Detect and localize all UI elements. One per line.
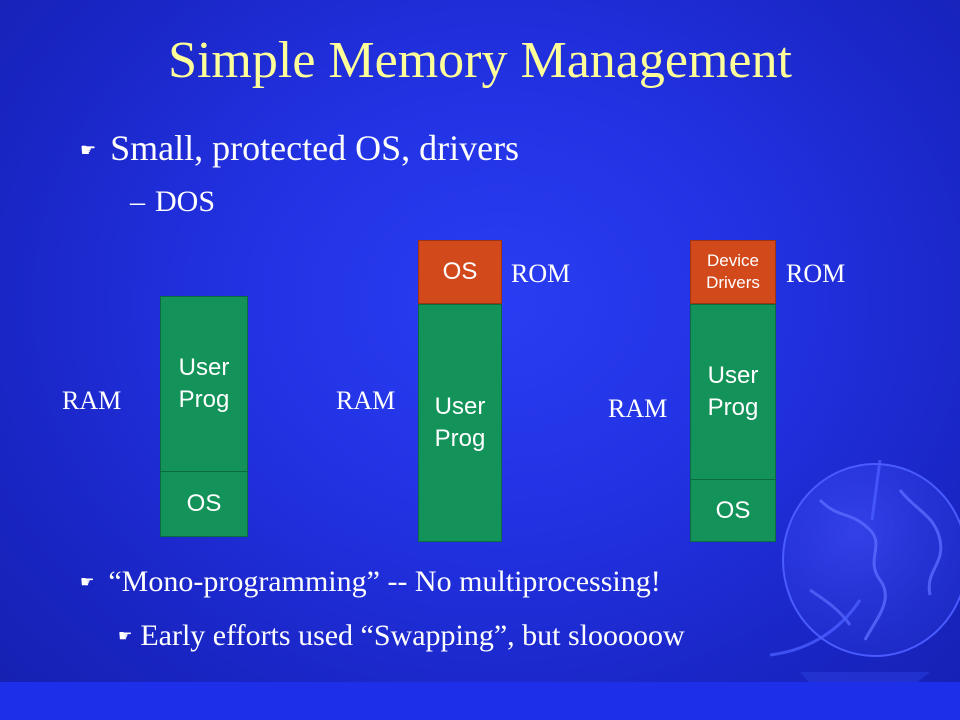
dash-icon: – xyxy=(130,185,145,218)
diagram-3-rom-label: ROM xyxy=(786,259,846,288)
diagram-2-rom-label: ROM xyxy=(511,259,571,288)
diagram-2-user-prog-block: User Prog xyxy=(418,304,502,542)
bullet-2-text: “Mono-programming” -- No multiprocessing… xyxy=(108,565,661,598)
bullet-1-text: Small, protected OS, drivers xyxy=(110,128,520,168)
diagram-2-os-rom-block: OS xyxy=(418,240,502,304)
diagram-1-ram-label: RAM xyxy=(62,386,122,415)
diagram-3-device-drivers-text: Device Drivers xyxy=(706,251,760,292)
diagram-3-user-prog-block: User Prog xyxy=(690,304,776,480)
diagram-1-os-block: OS xyxy=(160,471,248,537)
sub-bullet-1-text: DOS xyxy=(155,185,216,218)
diagram-2-ram-label: RAM xyxy=(336,386,396,415)
pointing-hand-icon: ☛ xyxy=(80,572,95,591)
bullet-2: ☛ “Mono-programming” -- No multiprocessin… xyxy=(80,564,661,600)
diagram-2-os-text: OS xyxy=(442,258,478,285)
diagram-3-device-drivers-block: Device Drivers xyxy=(690,240,776,304)
pointing-hand-icon: ☛ xyxy=(80,140,97,161)
sub-bullet-1: – DOS xyxy=(130,184,215,220)
diagram-3-os-text: OS xyxy=(715,496,751,524)
bullet-1: ☛ Small, protected OS, drivers xyxy=(80,126,519,173)
bottom-bar xyxy=(0,682,960,720)
diagram-1-os-text: OS xyxy=(186,490,222,517)
diagram-3-user-prog-text: User Prog xyxy=(707,362,759,421)
diagram-2-user-prog-text: User Prog xyxy=(434,393,486,452)
slide-title: Simple Memory Management xyxy=(168,32,792,89)
diagram-1-user-prog-text: User Prog xyxy=(178,354,230,413)
pointing-hand-icon: ☛ xyxy=(118,626,133,645)
bullet-3: ☛ Early efforts used “Swapping”, but sloo… xyxy=(118,618,685,654)
diagram-3-ram-label: RAM xyxy=(608,394,668,423)
bullet-3-text: Early efforts used “Swapping”, but slooo… xyxy=(140,619,685,652)
diagram-3-os-block: OS xyxy=(690,479,776,542)
diagram-1-user-prog-block: User Prog xyxy=(160,296,248,472)
globe-icon xyxy=(769,459,960,684)
